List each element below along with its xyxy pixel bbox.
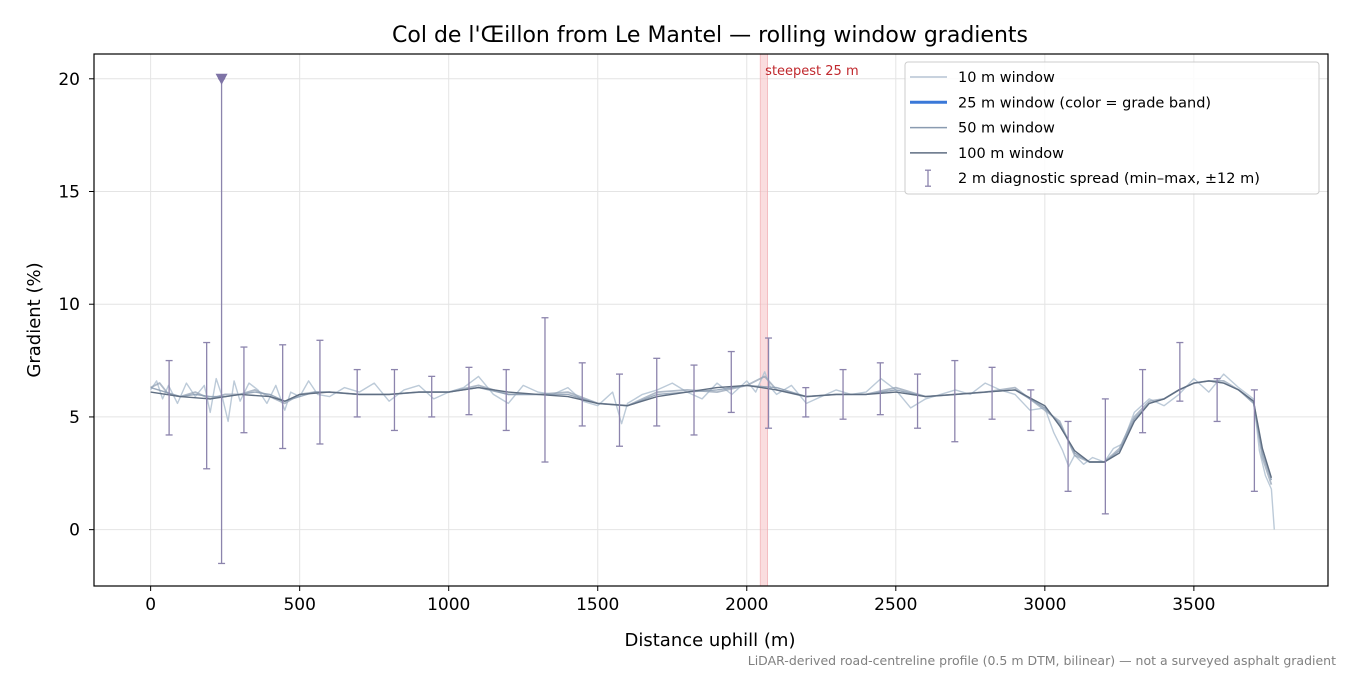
error-bar: [390, 368, 398, 432]
error-bar: [653, 357, 661, 427]
legend-box: [904, 61, 1320, 195]
error-bar: [914, 373, 922, 429]
legend-label: 100 m window: [958, 146, 1064, 162]
legend-label: 50 m window: [958, 121, 1055, 137]
x-tick-label: 1500: [576, 595, 619, 615]
error-bar: [988, 366, 996, 420]
error-bar: [876, 362, 884, 416]
error-bar: [727, 350, 735, 414]
error-bar: [316, 339, 324, 445]
error-bar: [578, 362, 586, 427]
y-tick-label: 15: [58, 183, 80, 203]
error-bar: [1101, 398, 1109, 515]
error-bar: [765, 337, 773, 429]
x-tick-label: 500: [283, 595, 315, 615]
error-bar: [1027, 389, 1035, 432]
error-bar: [279, 344, 287, 450]
error-bar: [502, 368, 510, 432]
error-bar: [951, 359, 959, 443]
x-tick-label: 3500: [1172, 595, 1215, 615]
y-axis-label: Gradient (%): [24, 262, 45, 377]
y-tick-label: 5: [69, 408, 80, 428]
x-tick-label: 2500: [874, 595, 917, 615]
legend-label: 10 m window: [958, 70, 1055, 86]
x-tick-label: 0: [145, 595, 156, 615]
plot-area: steepest 25 m 0 500 1000 1500 2000 2500 3000 350…: [58, 53, 1329, 615]
legend-label: 2 m diagnostic spread (min–max, ±12 m): [958, 171, 1260, 187]
error-bar: [240, 346, 248, 434]
steepest-label: steepest 25 m: [765, 64, 858, 79]
error-bar: [465, 366, 473, 416]
legend-label: 25 m window (color = grade band): [958, 95, 1211, 111]
axes-frame: [93, 53, 1329, 587]
legend: 10 m window 25 m window (color = grade ba…: [904, 61, 1320, 195]
y-tick-label: 10: [58, 295, 80, 315]
error-bar: [203, 341, 211, 470]
error-bar: [215, 73, 228, 565]
error-bar: [615, 373, 623, 447]
error-bar: [541, 317, 549, 463]
x-axis-label: Distance uphill (m): [625, 630, 796, 651]
steepest-band: [759, 53, 768, 587]
error-bar: [1213, 377, 1221, 423]
error-bar: [165, 359, 173, 436]
clipped-marker: [215, 73, 228, 85]
error-bar: [428, 375, 436, 418]
series-line-4: [150, 380, 1273, 479]
y-tick-label: 20: [58, 70, 80, 90]
error-bar: [1139, 368, 1147, 434]
footnote: LiDAR-derived road-centreline profile (0…: [748, 653, 1336, 668]
y-tick-label: 0: [69, 521, 80, 541]
error-bar: [1250, 389, 1258, 492]
error-bar: [690, 364, 698, 436]
error-bar: [802, 386, 810, 418]
error-bar: [1176, 341, 1184, 402]
x-tick-label: 2000: [725, 595, 768, 615]
error-bar: [1064, 420, 1072, 492]
x-tick-label: 1000: [427, 595, 470, 615]
chart-title: Col de l'Œillon from Le Mantel — rolling…: [392, 23, 1028, 48]
error-bar: [353, 368, 361, 418]
error-bar: [839, 368, 847, 420]
x-tick-label: 3000: [1023, 595, 1066, 615]
